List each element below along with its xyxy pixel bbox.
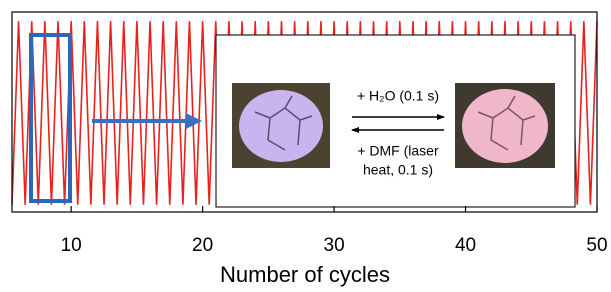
- x-tick-label: 50: [586, 235, 607, 256]
- annotation: + DMF (laser: [357, 143, 439, 159]
- photo-pink: [455, 83, 555, 168]
- x-axis-label: Number of cycles: [220, 262, 390, 287]
- chart: + H₂O (0.1 s) + DMF (laser heat, 0.1 s) …: [0, 0, 611, 292]
- photo-purple: [232, 83, 330, 168]
- x-tick-label: 30: [324, 235, 345, 256]
- x-tick-label: 20: [192, 235, 213, 256]
- annotation: + H₂O (0.1 s): [357, 88, 439, 104]
- x-tick-label: 40: [455, 235, 476, 256]
- x-tick-label: 10: [61, 235, 82, 256]
- annotation: heat, 0.1 s): [363, 162, 433, 178]
- inset: + H₂O (0.1 s) + DMF (laser heat, 0.1 s): [216, 35, 575, 207]
